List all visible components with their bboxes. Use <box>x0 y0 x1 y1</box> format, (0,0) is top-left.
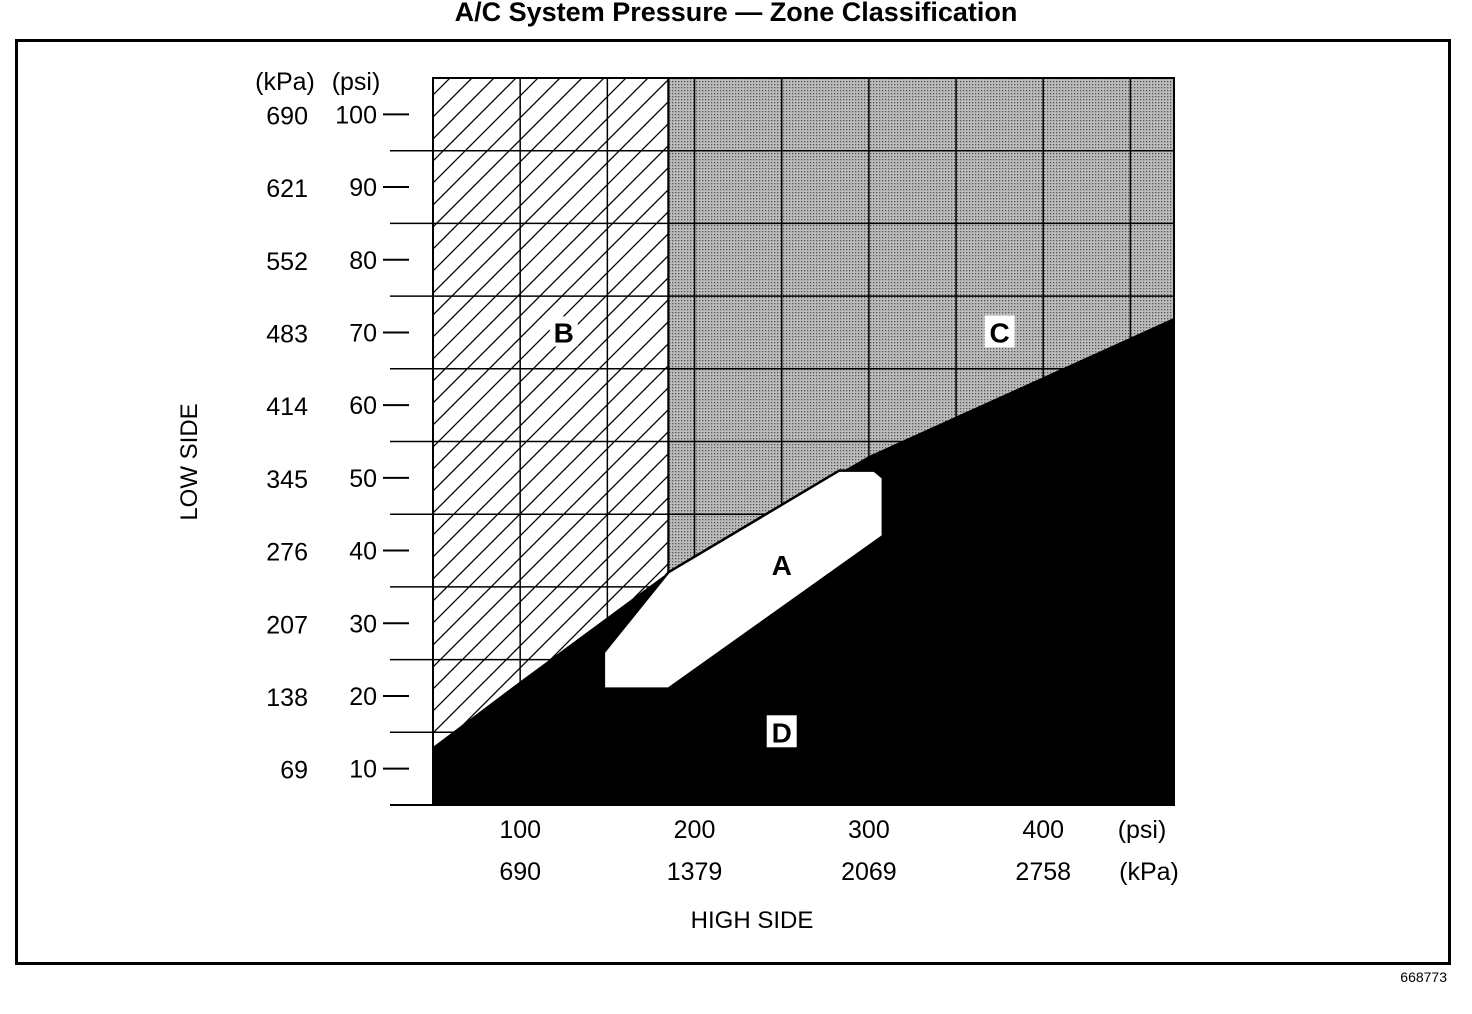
chart-frame <box>15 39 1451 965</box>
x-tick-label-psi: 400 <box>1022 816 1064 844</box>
y-tick-label-psi: 90 <box>349 174 377 202</box>
zone-label-d: D <box>772 717 792 748</box>
x-tick-label-psi: 100 <box>499 816 541 844</box>
y-tick-label-kpa: 621 <box>266 175 308 203</box>
y-tick-label-kpa: 207 <box>266 611 308 639</box>
zone-label-bg <box>766 715 797 748</box>
figure-number: 668773 <box>1400 969 1447 985</box>
y-tick-label-psi: 40 <box>349 538 377 566</box>
y-tick-label-kpa: 69 <box>280 757 308 785</box>
y-tick-label-psi: 70 <box>349 319 377 347</box>
y-tick-label-kpa: 552 <box>266 248 308 276</box>
zone-label-bg <box>549 316 578 347</box>
y-tick-label-kpa: 690 <box>266 102 308 130</box>
y-tick-label-psi: 50 <box>349 465 377 493</box>
y-unit-kpa: (kPa) <box>255 68 315 96</box>
x-tick-label-psi: 300 <box>848 816 890 844</box>
x-tick-label-kpa: 2069 <box>841 858 897 886</box>
x-axis-title: HIGH SIDE <box>691 907 814 934</box>
y-tick-label-kpa: 345 <box>266 466 308 494</box>
y-tick-label-kpa: 138 <box>266 684 308 712</box>
y-unit-psi: (psi) <box>332 68 381 96</box>
y-tick-label-psi: 60 <box>349 392 377 420</box>
x-tick-label-kpa: 1379 <box>667 858 723 886</box>
y-tick-label-kpa: 414 <box>266 393 308 421</box>
y-axis-title: LOW SIDE <box>176 403 203 520</box>
y-tick-label-psi: 20 <box>349 683 377 711</box>
y-tick-label-psi: 80 <box>349 247 377 275</box>
y-tick-label-kpa: 276 <box>266 539 308 567</box>
zone-label-bg <box>984 315 1015 348</box>
zone-a-area <box>602 469 885 690</box>
chart-title: A/C System Pressure — Zone Classificatio… <box>454 0 1018 27</box>
y-tick-label-kpa: 483 <box>266 320 308 348</box>
y-tick-label-psi: 10 <box>349 756 377 784</box>
x-tick-label-psi: 200 <box>674 816 716 844</box>
x-tick-label-kpa: 690 <box>499 858 541 886</box>
y-tick-label-psi: 100 <box>335 101 377 129</box>
x-unit-kpa: (kPa) <box>1119 858 1179 886</box>
x-tick-label-kpa: 2758 <box>1015 858 1071 886</box>
zone-label-c: C <box>990 317 1010 348</box>
zone-label-a: A <box>772 550 792 581</box>
zone-label-b: B <box>554 317 574 348</box>
y-tick-label-psi: 30 <box>349 610 377 638</box>
x-unit-psi: (psi) <box>1118 816 1167 844</box>
